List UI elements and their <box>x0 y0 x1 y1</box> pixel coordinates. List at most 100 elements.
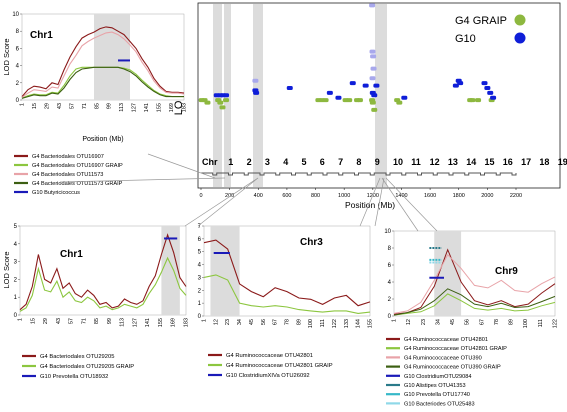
chr1_top-legend-label-2: G4 Bacteriodales OTU11573 <box>32 172 103 178</box>
chr1_top-x-tick-label: 141 <box>144 103 150 112</box>
chr3-y-tick-label: 5 <box>198 250 202 256</box>
chr9-series-line-2 <box>393 253 556 314</box>
chr1_bottom-x-tick-label: 71 <box>81 318 87 324</box>
g10-light-qtl-mark <box>369 49 376 54</box>
chr-label-17: 17 <box>521 157 531 167</box>
g10-qtl-mark <box>349 81 356 86</box>
chr3-x-tick-label: 144 <box>356 319 362 328</box>
main-x-tick-label: 1000 <box>338 193 350 199</box>
chr1_bottom-legend-label-2: G10 Prevotella OTU18932 <box>40 374 108 380</box>
main-x-tick-label: 200 <box>225 193 234 199</box>
chr-label-8: 8 <box>356 157 361 167</box>
chr-label-18: 18 <box>539 157 549 167</box>
chr3-x-tick-label: 1 <box>202 319 208 322</box>
chr3-x-tick-label: 100 <box>308 319 314 328</box>
chr3-series-line-1 <box>203 274 371 314</box>
chr-label-prefix: Chr <box>202 157 218 167</box>
chr1_top-x-tick-label: 113 <box>119 103 125 112</box>
chr-label-7: 7 <box>338 157 343 167</box>
chr1_bottom-x-tick-label: 57 <box>69 318 75 324</box>
chr9-x-tick-label: 45 <box>450 319 456 325</box>
chr1_top-x-tick-label: 57 <box>69 103 75 109</box>
chr1_bottom-x-tick-label: 169 <box>171 318 177 327</box>
chr3-x-tick-label: 12 <box>213 319 219 325</box>
g10-light-qtl-mark <box>370 66 377 71</box>
chr3-x-tick-label: 133 <box>344 319 350 328</box>
chr9-x-tick-label: 34 <box>435 319 441 325</box>
chr1_top-x-tick-label: 99 <box>107 103 113 109</box>
chr1_top-x-tick-label: 169 <box>169 103 175 112</box>
chr3-y-tick-label: 4 <box>198 263 202 269</box>
g4-graip-qtl-mark <box>396 100 403 105</box>
chr9-x-tick-label: 1 <box>392 319 398 322</box>
chr1_top-x-tick-label: 127 <box>132 103 138 112</box>
g10-qtl-mark <box>253 90 260 95</box>
chr3-x-tick-label: 56 <box>261 319 267 325</box>
chr1_bottom-x-tick-label: 43 <box>56 318 62 324</box>
main-legend-swatch-1 <box>514 32 526 44</box>
chr1_top-x-tick-label: 15 <box>32 103 38 109</box>
chr3-x-tick-label: 67 <box>273 319 279 325</box>
g4-graip-qtl-mark <box>219 105 226 110</box>
chr9-x-tick-label: 78 <box>494 319 500 325</box>
g10-qtl-mark <box>362 83 369 88</box>
chr1_top-x-tick-label: 155 <box>157 103 163 112</box>
zoom-connector-line-6 <box>381 177 419 232</box>
chr1_bottom-x-tick-label: 85 <box>94 318 100 324</box>
chr9-plot-frame <box>393 230 556 317</box>
chr1_top-x-tick-label: 183 <box>182 103 188 112</box>
main-x-tick-label: 600 <box>282 193 291 199</box>
g10-qtl-mark <box>490 95 497 100</box>
chr1_top-x-tick-label: 29 <box>44 103 50 109</box>
main-x-tick-label: 1600 <box>424 193 436 199</box>
chr1_top-title: Chr1 <box>30 30 53 41</box>
g10-qtl-mark <box>286 86 293 90</box>
genome-baseline-trace <box>201 172 517 176</box>
g10-qtl-mark <box>484 86 491 90</box>
chr1-top-xlabel: Position (Mb) <box>82 136 123 143</box>
chr3-x-tick-label: 111 <box>320 319 326 327</box>
g4-graip-qtl-mark <box>346 98 353 103</box>
chr1_bottom-highlight-band <box>161 226 180 315</box>
chr9-legend-label-2: G4 Ruminococcaceae OTU390 <box>404 355 482 361</box>
chr9-y-tick-label: 4 <box>388 280 392 286</box>
g10-qtl-mark <box>457 81 464 86</box>
chr-label-12: 12 <box>430 157 440 167</box>
chr1_bottom-legend-label-0: G4 Bacteriodales OTU29205 <box>40 354 114 360</box>
g4-graip-qtl-mark <box>204 100 211 105</box>
chr3-x-tick-label: 122 <box>332 319 338 328</box>
g10-qtl-mark <box>487 90 494 95</box>
chr1_bottom-title: Chr1 <box>60 249 83 260</box>
chr9-x-tick-label: 122 <box>553 319 559 328</box>
g4-graip-qtl-mark <box>371 107 378 112</box>
chr9-x-tick-label: 56 <box>465 319 471 325</box>
chr1_bottom-y-tick-label: 0 <box>14 313 18 319</box>
g10-qtl-mark <box>452 83 459 88</box>
zoom-connector-line-7 <box>385 177 438 232</box>
chr1_top-series-line-0 <box>21 26 185 97</box>
chr3-title: Chr3 <box>300 237 323 248</box>
zoom-connector-line-4 <box>359 177 381 227</box>
chr1_bottom-plot-frame <box>19 225 187 316</box>
chr9-legend-label-1: G4 Ruminococcaceae OTU42801 GRAIP <box>404 346 507 352</box>
chr3-x-tick-label: 78 <box>285 319 291 325</box>
main-x-tick-label: 2000 <box>481 193 493 199</box>
g10-light-qtl-mark <box>370 54 377 59</box>
g4-graip-qtl-mark <box>223 98 230 103</box>
g10-light-qtl-mark <box>252 78 259 83</box>
zoom-connector-line-1 <box>59 177 226 183</box>
main-legend-swatch-0 <box>514 14 526 26</box>
chr1_top-y-tick-label: 8 <box>16 29 20 35</box>
chr3-x-tick-label: 89 <box>296 319 302 325</box>
chr3-x-tick-label: 155 <box>368 319 374 328</box>
chr-label-14: 14 <box>466 157 476 167</box>
chr9-y-tick-label: 8 <box>388 246 392 252</box>
chr-label-1: 1 <box>228 157 233 167</box>
g4-graip-qtl-mark <box>322 98 329 103</box>
g10-qtl-mark <box>223 93 230 98</box>
chr-label-10: 10 <box>393 157 403 167</box>
chr9-y-tick-label: 10 <box>384 229 391 235</box>
chr1_bottom-y-tick-label: 2 <box>14 277 18 283</box>
chr1_bottom-series-line-1 <box>19 256 187 312</box>
g10-qtl-mark <box>401 95 408 100</box>
